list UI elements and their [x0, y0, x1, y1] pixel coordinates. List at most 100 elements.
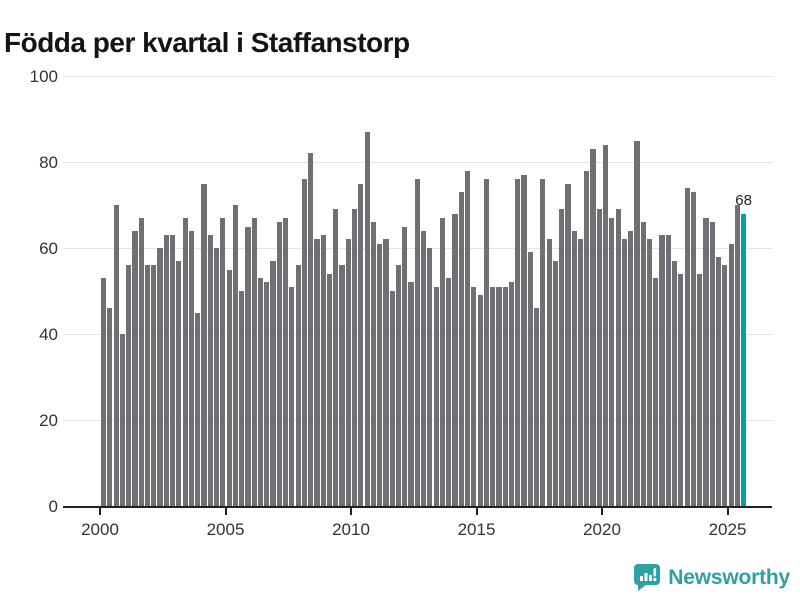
bar	[308, 153, 314, 506]
newsworthy-logo: Newsworthy	[633, 563, 790, 592]
bar	[590, 149, 596, 506]
bar	[282, 217, 289, 506]
bar	[276, 222, 282, 506]
bar	[584, 170, 590, 506]
bar	[170, 235, 176, 506]
bar	[665, 235, 671, 506]
bar	[402, 226, 408, 506]
x-axis-tick-label: 2000	[81, 520, 119, 539]
y-axis-tick-label: 40	[39, 325, 58, 344]
bar	[628, 230, 634, 506]
highlighted-bar	[741, 213, 747, 506]
x-axis-tick	[726, 508, 729, 515]
x-axis-tick	[350, 508, 352, 515]
x-axis-tick-label: 2025	[708, 520, 747, 539]
bar	[458, 192, 464, 506]
bar	[565, 183, 571, 506]
bar	[659, 235, 665, 506]
bar	[370, 222, 376, 506]
bar	[427, 248, 433, 506]
bar	[144, 265, 151, 506]
bar	[621, 239, 628, 506]
bar	[477, 295, 483, 506]
bar	[521, 174, 527, 506]
bar	[364, 131, 370, 506]
bar	[596, 209, 602, 506]
bar	[113, 205, 119, 506]
bar	[188, 230, 195, 506]
bar	[421, 230, 427, 506]
newsworthy-logo-text: Newsworthy	[668, 565, 790, 589]
page-title: Födda per kvartal i Staffanstorp	[4, 26, 410, 58]
bar	[496, 286, 502, 506]
bar	[471, 286, 477, 506]
newsworthy-logo-icon	[633, 563, 661, 592]
bar	[352, 209, 358, 506]
bar	[414, 179, 420, 506]
x-axis-line	[63, 506, 772, 508]
bar	[163, 235, 169, 506]
bar	[722, 265, 728, 506]
bar	[314, 239, 320, 506]
bar	[358, 183, 364, 506]
bar	[232, 205, 238, 506]
bar	[615, 209, 621, 506]
bar	[377, 243, 383, 506]
x-axis-tick-label: 2010	[332, 520, 370, 539]
bar	[690, 192, 697, 506]
bar	[151, 265, 157, 506]
y-axis-tick-label: 20	[39, 411, 58, 430]
bar	[734, 205, 740, 506]
bar	[213, 248, 220, 506]
bar	[464, 170, 471, 506]
bar	[571, 230, 577, 506]
x-axis-tick-label: 2020	[583, 520, 621, 539]
bar	[672, 260, 678, 506]
bar	[157, 248, 163, 506]
y-axis-tick-label: 60	[39, 239, 58, 258]
bar	[264, 282, 270, 506]
bar	[715, 256, 722, 506]
bar	[389, 291, 395, 506]
x-axis-tick-label: 2015	[457, 520, 496, 539]
bar	[697, 273, 703, 506]
bar	[552, 260, 558, 506]
x-axis-tick	[475, 508, 478, 515]
bar	[559, 209, 565, 506]
x-axis-tick	[601, 508, 603, 515]
bar	[320, 235, 326, 506]
bar	[515, 179, 521, 506]
y-axis-tick-label: 0	[48, 497, 58, 516]
bar	[546, 239, 552, 506]
bar	[646, 239, 653, 506]
bar	[295, 265, 301, 506]
y-axis-tick-label: 80	[39, 153, 58, 172]
bar	[640, 222, 646, 506]
x-axis-tick-label: 2005	[206, 520, 245, 539]
bar	[439, 217, 446, 506]
x-axis-tick	[224, 508, 227, 515]
bar	[132, 230, 138, 506]
bar	[609, 217, 615, 506]
bar	[395, 265, 402, 506]
bar	[709, 222, 715, 506]
bar	[289, 286, 295, 506]
bar	[251, 217, 257, 506]
bar	[678, 273, 684, 506]
bar	[138, 217, 144, 506]
bar	[182, 217, 188, 506]
bar	[577, 239, 584, 506]
gridline	[63, 162, 772, 163]
bar	[408, 282, 414, 506]
bar	[433, 286, 439, 506]
bar	[333, 209, 339, 506]
bar	[301, 179, 307, 506]
bar	[107, 308, 113, 506]
bar	[270, 260, 276, 506]
bar	[502, 286, 508, 506]
bar	[508, 282, 515, 506]
bar	[383, 239, 389, 506]
bar	[452, 213, 458, 506]
bar	[540, 179, 546, 506]
